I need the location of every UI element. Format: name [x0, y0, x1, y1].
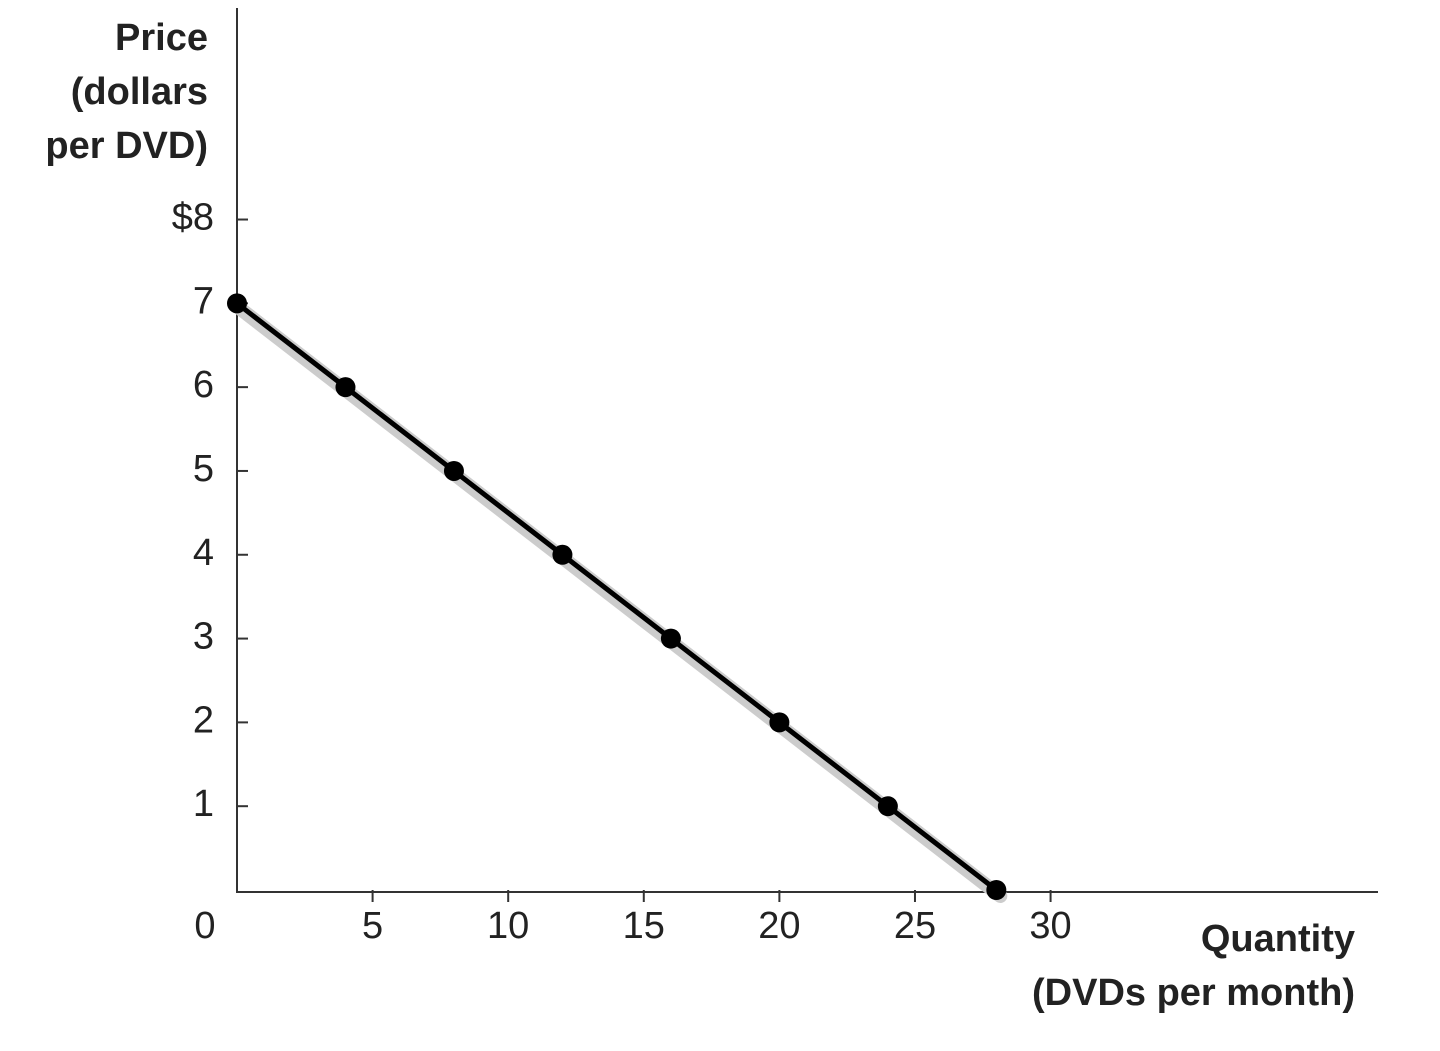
- point: [552, 544, 573, 565]
- x-tick-label: 0: [194, 905, 215, 947]
- y-tick-label: 5: [193, 448, 214, 490]
- point: [227, 293, 247, 314]
- y-axis-title: Price: [115, 17, 208, 59]
- y-tick-label: 3: [193, 616, 214, 658]
- y-tick-label: 7: [193, 280, 214, 322]
- y-axis-title: per DVD): [45, 125, 208, 167]
- x-tick-label: 30: [1029, 905, 1071, 947]
- x-tick-label: 10: [487, 905, 529, 947]
- x-tick-label: 20: [758, 905, 800, 947]
- x-axis-title: (DVDs per month): [1032, 972, 1355, 1014]
- point: [877, 796, 898, 817]
- line: [235, 301, 998, 892]
- y-tick-label: $8: [172, 197, 214, 239]
- x-axis-title: Quantity: [1201, 918, 1355, 960]
- y-tick-label: 2: [193, 699, 214, 741]
- x-tick-label: 15: [623, 905, 665, 947]
- y-tick-label: 6: [193, 364, 214, 406]
- x-tick-label: 5: [362, 905, 383, 947]
- point: [660, 628, 681, 649]
- point: [769, 712, 790, 733]
- y-axis-title: (dollars: [71, 71, 208, 113]
- y-tick-label: 4: [193, 532, 214, 574]
- point: [335, 377, 356, 398]
- x-tick-label: 25: [894, 905, 936, 947]
- point: [986, 880, 1007, 900]
- point: [443, 460, 464, 481]
- y-tick-label: 1: [193, 783, 214, 825]
